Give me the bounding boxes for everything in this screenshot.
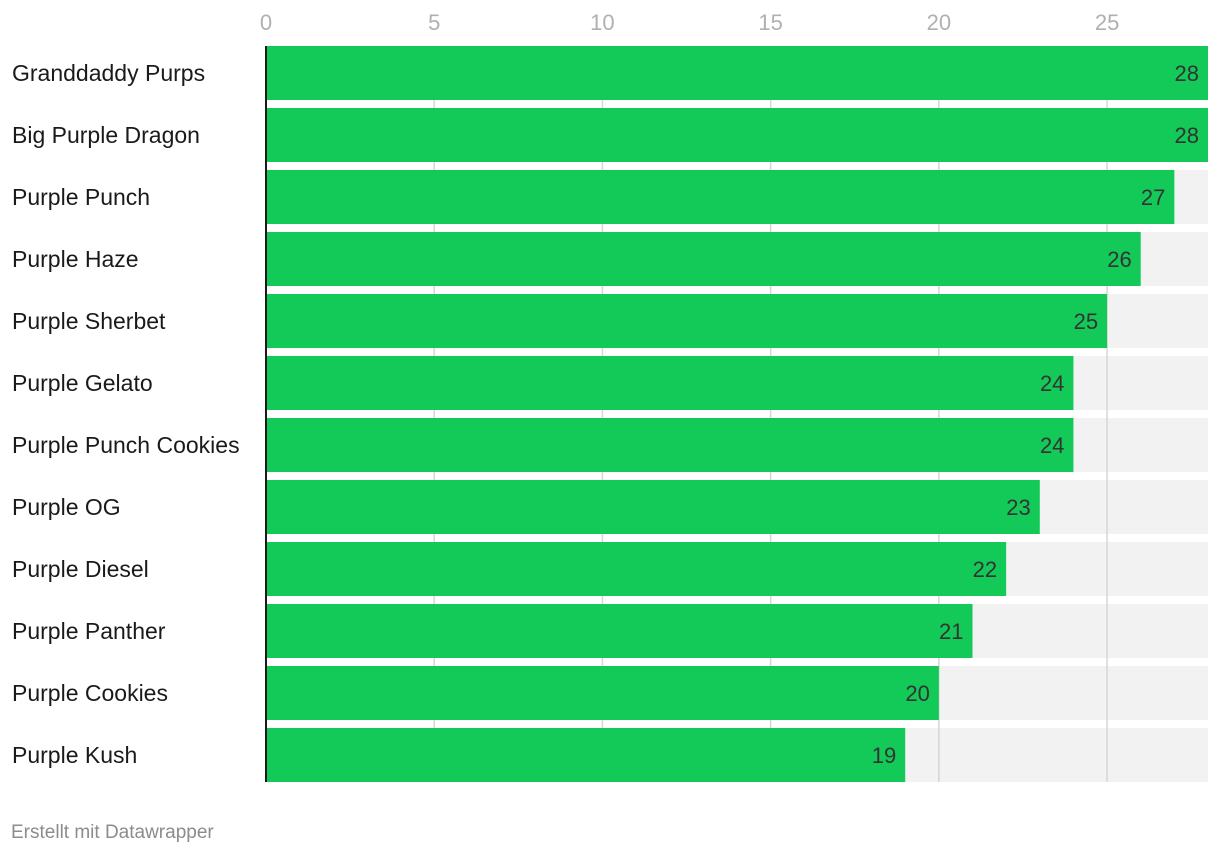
x-tick-label: 10 (590, 10, 614, 35)
x-axis-ticks: 0 5 10 15 20 25 (260, 10, 1119, 35)
value-label: 27 (1141, 185, 1165, 210)
bar (266, 356, 1074, 410)
value-label: 20 (905, 681, 929, 706)
x-tick-label: 20 (927, 10, 951, 35)
value-label: 25 (1074, 309, 1098, 334)
value-label: 23 (1006, 495, 1030, 520)
bar-chart: 0 5 10 15 20 25 Granddaddy Purps Big Purple Dr… (12, 10, 1208, 782)
value-label: 26 (1107, 247, 1131, 272)
bars (266, 46, 1208, 782)
category-label: Granddaddy Purps (12, 60, 205, 86)
gridlines (433, 46, 1108, 782)
category-label: Purple Panther (12, 618, 166, 644)
bar (266, 480, 1040, 534)
value-label: 19 (872, 743, 896, 768)
category-label: Purple Gelato (12, 370, 153, 396)
category-label: Purple Sherbet (12, 308, 166, 334)
category-label: Purple OG (12, 494, 121, 520)
category-label: Purple Punch (12, 184, 150, 210)
category-label: Purple Haze (12, 246, 139, 272)
footer-credit: Erstellt mit Datawrapper (11, 822, 214, 843)
category-label: Purple Cookies (12, 680, 168, 706)
x-tick-label: 5 (428, 10, 440, 35)
category-label: Purple Punch Cookies (12, 432, 240, 458)
x-tick-label: 25 (1095, 10, 1119, 35)
bar (266, 170, 1175, 224)
category-label: Purple Diesel (12, 556, 149, 582)
value-label: 24 (1040, 371, 1064, 396)
value-label: 28 (1175, 61, 1199, 86)
bar (266, 232, 1141, 286)
x-tick-label: 15 (758, 10, 782, 35)
value-label: 24 (1040, 433, 1064, 458)
value-labels: 28 28 27 26 25 24 24 23 22 21 20 19 (872, 61, 1199, 768)
category-label: Big Purple Dragon (12, 122, 200, 148)
bar (266, 418, 1074, 472)
bar (266, 542, 1007, 596)
value-label: 21 (939, 619, 963, 644)
bar (266, 46, 1208, 100)
category-label: Purple Kush (12, 742, 137, 768)
bar (266, 294, 1108, 348)
bar (266, 108, 1208, 162)
x-tick-label: 0 (260, 10, 272, 35)
bar (266, 604, 973, 658)
value-label: 28 (1175, 123, 1199, 148)
bar (266, 666, 939, 720)
bar (266, 728, 906, 782)
category-labels: Granddaddy Purps Big Purple Dragon Purple … (12, 60, 240, 768)
value-label: 22 (973, 557, 997, 582)
